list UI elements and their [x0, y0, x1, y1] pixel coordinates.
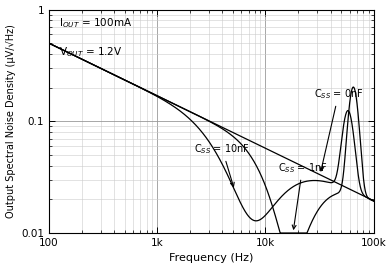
Text: C$_{SS}$ = 0nF: C$_{SS}$ = 0nF	[314, 87, 363, 171]
Y-axis label: Output Spectral Noise Density (μV/√Hz): Output Spectral Noise Density (μV/√Hz)	[5, 24, 16, 218]
Text: C$_{SS}$ = 1nF: C$_{SS}$ = 1nF	[278, 161, 327, 229]
Text: C$_{SS}$ = 10nF: C$_{SS}$ = 10nF	[194, 142, 250, 186]
Text: V$_{{OUT}}$ = 1.2V: V$_{{OUT}}$ = 1.2V	[59, 45, 122, 59]
X-axis label: Frequency (Hz): Frequency (Hz)	[169, 253, 254, 263]
Text: I$_{{OUT}}$ = 100mA: I$_{{OUT}}$ = 100mA	[59, 16, 132, 30]
